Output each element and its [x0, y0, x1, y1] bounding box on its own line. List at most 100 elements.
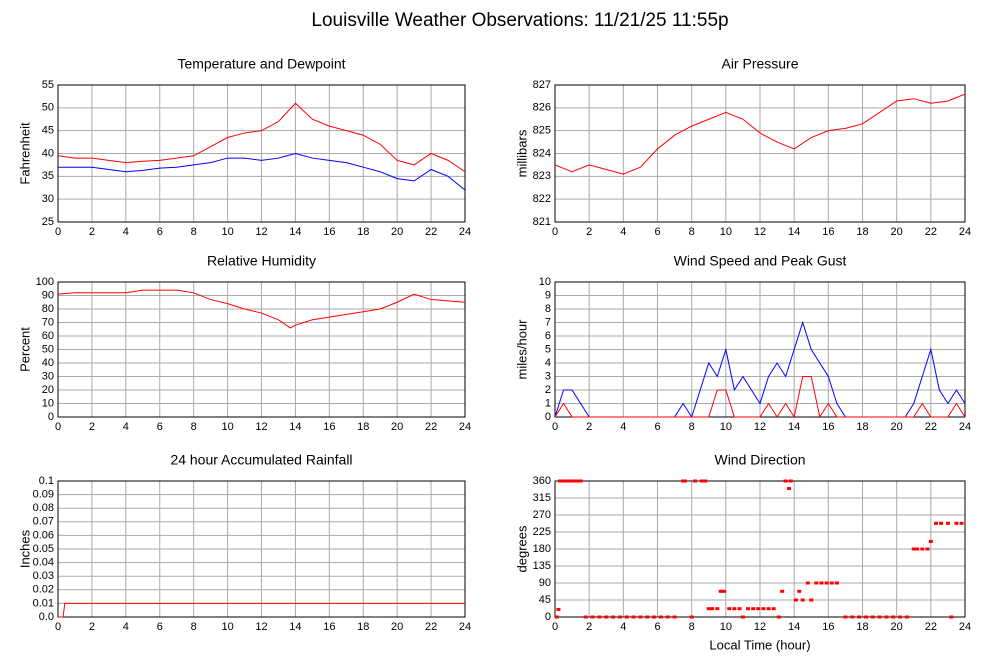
- x-tick-label: 0: [552, 421, 558, 433]
- data-point: [891, 615, 896, 619]
- x-tick-label: 18: [856, 621, 868, 633]
- x-tick-label: 10: [720, 621, 732, 633]
- data-point: [554, 615, 559, 619]
- data-point: [710, 607, 715, 611]
- x-tick-label: 22: [925, 421, 937, 433]
- data-point: [766, 607, 771, 611]
- y-tick-label: 0.04: [33, 557, 54, 569]
- data-point: [850, 615, 855, 619]
- y-tick-label: 180: [533, 543, 551, 555]
- y-axis-label: Fahrenheit: [17, 122, 32, 185]
- data-point: [740, 615, 745, 619]
- data-point: [590, 615, 595, 619]
- data-point: [898, 615, 903, 619]
- data-point: [814, 581, 819, 585]
- y-tick-label: 100: [36, 276, 54, 288]
- x-tick-label: 16: [323, 226, 335, 238]
- x-tick-label: 24: [959, 226, 971, 238]
- y-tick-label: 0: [48, 411, 54, 423]
- y-tick-label: 45: [42, 125, 54, 137]
- y-tick-label: 0.05: [33, 543, 54, 555]
- data-point: [715, 607, 720, 611]
- x-tick-label: 16: [822, 421, 834, 433]
- data-line: [58, 152, 466, 191]
- x-tick-label: 20: [891, 421, 903, 433]
- x-tick-label: 18: [357, 226, 369, 238]
- x-tick-label: 2: [586, 621, 592, 633]
- x-tick-label: 18: [856, 421, 868, 433]
- y-tick-label: 60: [42, 330, 54, 342]
- x-tick-label: 24: [459, 226, 471, 238]
- plot-frame: [57, 281, 466, 418]
- y-tick-label: 825: [533, 125, 551, 137]
- panel-title: Temperature and Dewpoint: [177, 56, 345, 72]
- x-tick-label: 2: [89, 621, 95, 633]
- data-point: [624, 615, 629, 619]
- data-point: [788, 479, 793, 483]
- data-point: [578, 479, 583, 483]
- y-tick-label: 35: [42, 170, 54, 182]
- x-tick-label: 12: [255, 621, 267, 633]
- y-tick-label: 822: [533, 193, 551, 205]
- y-tick-label: 0.01: [33, 597, 54, 609]
- x-tick-label: 18: [856, 226, 868, 238]
- x-tick-label: 12: [754, 421, 766, 433]
- data-point: [699, 479, 704, 483]
- data-point: [682, 479, 687, 483]
- x-tick-label: 14: [289, 621, 301, 633]
- data-point: [954, 521, 959, 525]
- data-point: [787, 487, 792, 491]
- panel-title: Air Pressure: [721, 56, 798, 72]
- data-point: [645, 615, 650, 619]
- data-point: [904, 615, 909, 619]
- x-tick-label: 14: [289, 226, 301, 238]
- y-tick-label: 1: [545, 397, 551, 409]
- data-point: [949, 615, 954, 619]
- y-tick-label: 827: [533, 79, 551, 91]
- data-point: [800, 598, 805, 602]
- x-tick-label: 10: [221, 621, 233, 633]
- data-point: [718, 589, 723, 593]
- x-tick-label: 12: [255, 226, 267, 238]
- x-tick-label: 14: [289, 421, 301, 433]
- x-tick-label: 24: [959, 621, 971, 633]
- data-point: [568, 479, 573, 483]
- y-axis-label: millibars: [514, 129, 529, 177]
- x-tick-label: 0: [55, 421, 61, 433]
- data-point: [928, 539, 933, 543]
- y-tick-label: 9: [545, 289, 551, 301]
- data-point: [722, 589, 727, 593]
- data-point: [780, 589, 785, 593]
- y-tick-label: 6: [545, 330, 551, 342]
- data-point: [920, 547, 925, 551]
- y-tick-label: 55: [42, 79, 54, 91]
- x-tick-label: 20: [891, 226, 903, 238]
- x-tick-label: 2: [89, 421, 95, 433]
- data-point: [611, 615, 616, 619]
- x-tick-label: 10: [720, 226, 732, 238]
- data-point: [638, 615, 643, 619]
- x-tick-label: 12: [255, 421, 267, 433]
- data-point: [793, 598, 798, 602]
- y-tick-label: 135: [533, 560, 551, 572]
- y-tick-label: 25: [42, 216, 54, 228]
- data-point: [776, 615, 781, 619]
- data-point: [877, 615, 882, 619]
- x-tick-label: 4: [123, 621, 129, 633]
- x-tick-label: 22: [425, 421, 437, 433]
- x-tick-label: 6: [654, 421, 660, 433]
- x-tick-label: 6: [654, 226, 660, 238]
- y-tick-label: 40: [42, 357, 54, 369]
- y-tick-label: 50: [42, 343, 54, 355]
- data-point: [857, 615, 862, 619]
- y-tick-label: 0.09: [33, 489, 54, 501]
- y-tick-label: 0.02: [33, 584, 54, 596]
- data-point: [597, 615, 602, 619]
- plot-frame: [554, 480, 966, 618]
- y-tick-label: 821: [533, 216, 551, 228]
- x-tick-label: 4: [620, 621, 626, 633]
- x-tick-label: 18: [357, 421, 369, 433]
- data-point: [631, 615, 636, 619]
